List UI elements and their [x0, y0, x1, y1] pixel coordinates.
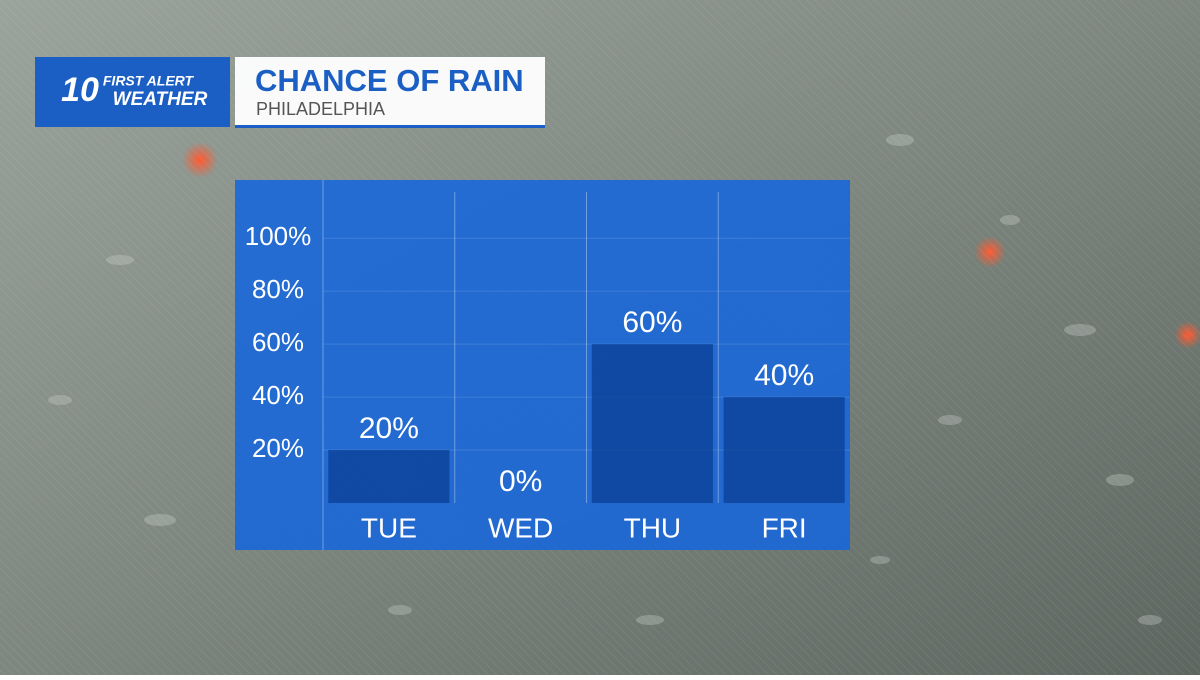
- x-tick-label: FRI: [762, 512, 807, 543]
- bar: [328, 450, 450, 503]
- bar: [723, 397, 845, 503]
- value-label: 0%: [499, 465, 542, 498]
- y-tick-label: 20%: [252, 433, 304, 463]
- y-tick-label: 80%: [252, 274, 304, 304]
- x-tick-label: TUE: [361, 512, 417, 543]
- title-box: [235, 57, 545, 127]
- x-tick-label: THU: [624, 512, 682, 543]
- value-label: 60%: [622, 306, 682, 339]
- value-label: 40%: [754, 359, 814, 392]
- y-tick-label: 40%: [252, 380, 304, 410]
- logo-box: [35, 57, 230, 127]
- bar: [591, 344, 713, 503]
- x-tick-label: WED: [488, 512, 553, 543]
- logo-line2: WEATHER: [113, 89, 208, 110]
- logo-line1: FIRST ALERT: [103, 73, 195, 89]
- plot: 20% 40% 60% 80% 100% TUE 20% WED 0% THU 60% FRI 40%: [245, 192, 850, 543]
- chart-title: CHANCE OF RAIN: [255, 63, 524, 98]
- y-tick-label: 60%: [252, 327, 304, 357]
- title-underline: [235, 125, 545, 128]
- logo-channel: 10: [61, 71, 99, 109]
- chart-subtitle: PHILADELPHIA: [256, 99, 385, 119]
- value-label: 20%: [359, 412, 419, 445]
- y-tick-label: 100%: [245, 221, 312, 251]
